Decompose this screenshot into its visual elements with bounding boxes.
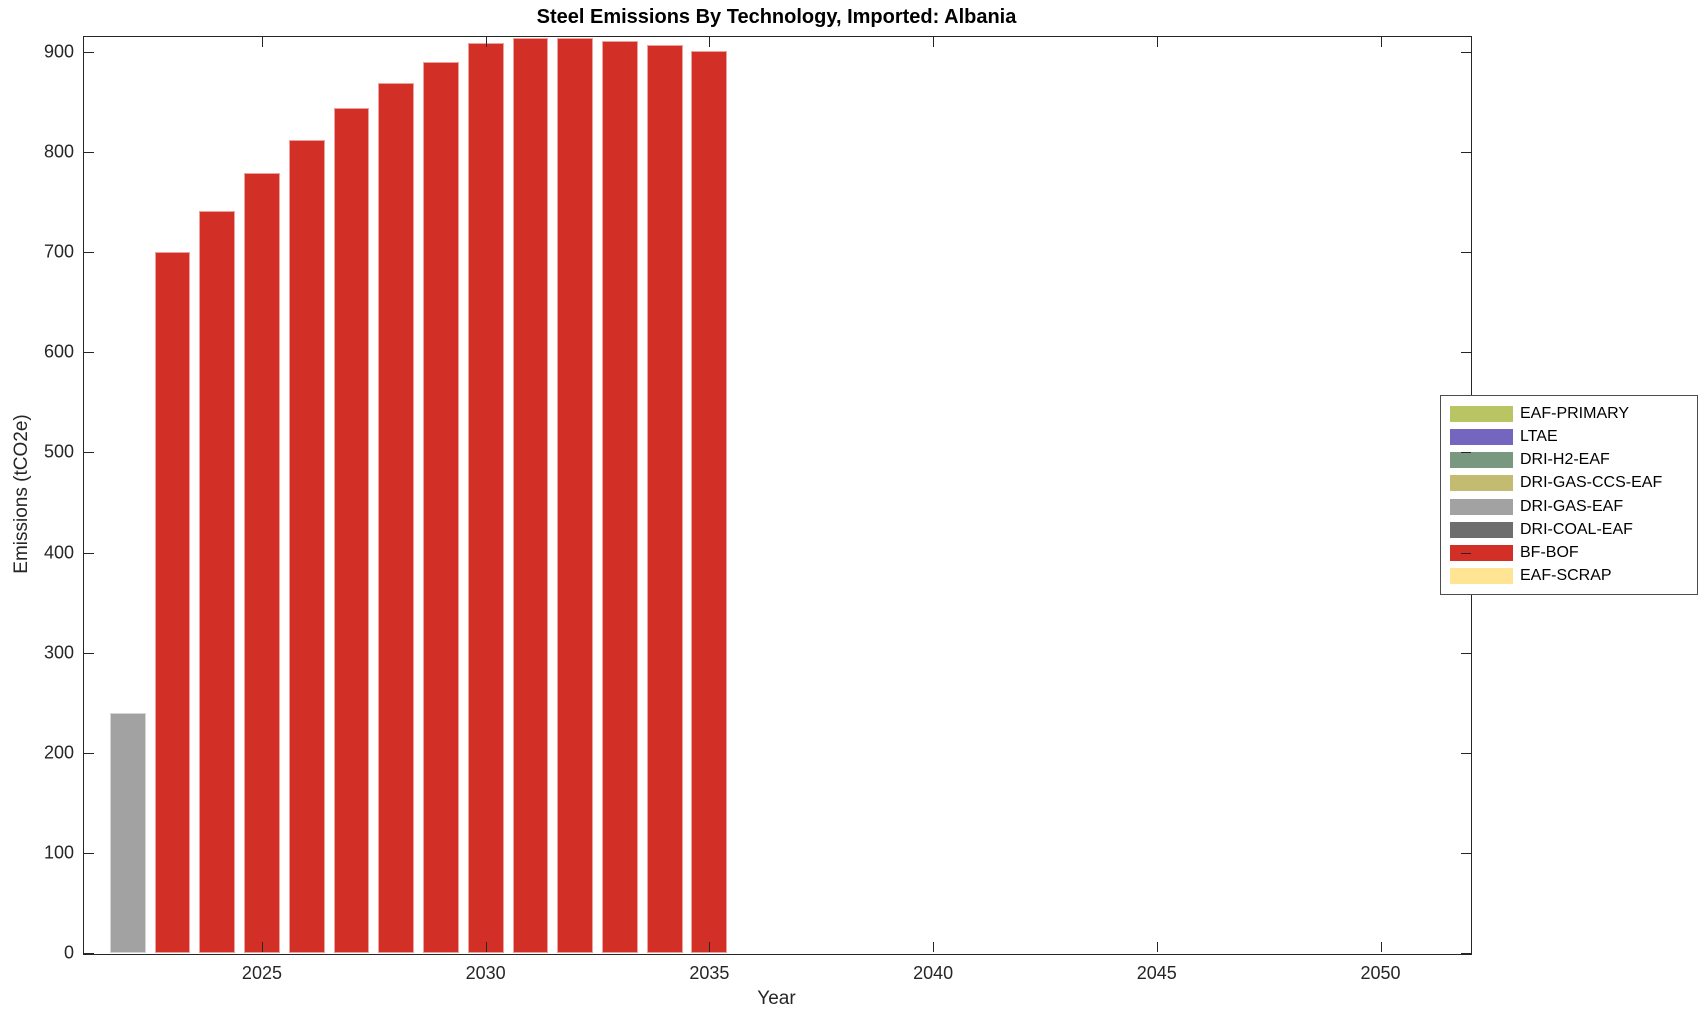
y-tick-left-700 (84, 252, 94, 254)
legend-item-eaf-scrap: EAF-SCRAP (1441, 567, 1697, 585)
x-tick-label-2045: 2045 (1136, 963, 1177, 983)
x-tick-bottom-2035 (709, 942, 711, 952)
x-tick-label-2025: 2025 (241, 963, 282, 983)
bar-2035 (691, 51, 728, 953)
y-tick-label-500: 500 (43, 441, 74, 462)
x-tick-top-2030 (485, 37, 487, 47)
y-tick-left-500 (84, 452, 94, 454)
y-tick-left-400 (84, 552, 94, 554)
x-tick-bottom-2045 (1156, 942, 1158, 952)
legend-item-dri-h2-eaf: DRI-H2-EAF (1441, 451, 1697, 469)
y-tick-right-800 (1461, 152, 1471, 154)
legend-item-label: DRI-COAL-EAF (1520, 520, 1633, 538)
y-tick-right-600 (1461, 352, 1471, 354)
y-tick-label-200: 200 (43, 742, 74, 763)
x-tick-label-2035: 2035 (689, 963, 730, 983)
bar-2022 (109, 712, 146, 953)
legend-item-label: DRI-GAS-EAF (1520, 497, 1624, 515)
y-tick-right-100 (1461, 852, 1471, 854)
bar-2028 (378, 83, 415, 953)
bar-2032 (557, 38, 594, 953)
legend-item-bf-bof: BF-BOF (1441, 544, 1697, 562)
y-tick-right-500 (1461, 452, 1471, 454)
y-tick-label-0: 0 (63, 942, 74, 963)
legend-item-label: EAF-PRIMARY (1520, 405, 1630, 423)
x-axis-label: Year (757, 988, 796, 1009)
y-tick-label-100: 100 (43, 842, 74, 863)
legend-color-swatch (1450, 452, 1513, 469)
y-tick-left-900 (84, 52, 94, 54)
y-tick-label-400: 400 (43, 542, 74, 563)
legend-color-swatch (1450, 429, 1513, 446)
y-tick-left-200 (84, 752, 94, 754)
x-tick-bottom-2040 (933, 942, 935, 952)
legend-color-swatch (1450, 498, 1513, 515)
y-tick-left-100 (84, 852, 94, 854)
x-tick-bottom-2050 (1380, 942, 1382, 952)
y-tick-label-600: 600 (43, 341, 74, 362)
y-tick-right-900 (1461, 52, 1471, 54)
y-tick-label-800: 800 (43, 141, 74, 162)
legend: EAF-PRIMARY LTAE DRI-H2-EAF DRI-GAS-CCS-EAF… (1440, 395, 1698, 595)
legend-color-swatch (1450, 521, 1513, 538)
legend-color-swatch (1450, 567, 1513, 584)
y-tick-right-0 (1461, 953, 1471, 954)
legend-item-dri-coal-eaf: DRI-COAL-EAF (1441, 521, 1697, 539)
x-tick-label-2040: 2040 (913, 963, 954, 983)
bar-2024 (199, 211, 236, 953)
x-tick-bottom-2030 (485, 942, 487, 952)
x-tick-top-2025 (261, 37, 263, 47)
legend-item-dri-gas-ccs-eaf: DRI-GAS-CCS-EAF (1441, 474, 1697, 492)
legend-item-label: LTAE (1520, 428, 1558, 446)
x-tick-bottom-2025 (261, 942, 263, 952)
legend-item-label: DRI-H2-EAF (1520, 451, 1610, 469)
legend-item-ltae: LTAE (1441, 428, 1697, 446)
y-tick-right-300 (1461, 652, 1471, 654)
legend-item-label: EAF-SCRAP (1520, 566, 1612, 584)
legend-item-label: BF-BOF (1520, 543, 1579, 561)
x-tick-top-2045 (1156, 37, 1158, 47)
y-tick-label-900: 900 (43, 41, 74, 62)
x-tick-label-2050: 2050 (1360, 963, 1401, 983)
legend-item-eaf-primary: EAF-PRIMARY (1441, 405, 1697, 423)
legend-color-swatch (1450, 406, 1513, 423)
chart-title: Steel Emissions By Technology, Imported:… (536, 6, 1017, 28)
y-tick-right-400 (1461, 552, 1471, 554)
bar-2025 (244, 173, 280, 953)
y-tick-left-600 (84, 352, 94, 354)
y-tick-label-300: 300 (43, 642, 74, 663)
bar-2031 (512, 38, 549, 953)
bar-2033 (602, 41, 638, 953)
legend-color-swatch (1450, 544, 1513, 561)
y-tick-left-0 (84, 953, 94, 954)
bar-2026 (288, 140, 325, 953)
legend-item-label: DRI-GAS-CCS-EAF (1520, 474, 1663, 492)
x-tick-top-2050 (1380, 37, 1382, 47)
x-tick-top-2040 (933, 37, 935, 47)
y-tick-right-700 (1461, 252, 1471, 254)
y-tick-label-700: 700 (43, 241, 74, 262)
legend-color-swatch (1450, 475, 1513, 492)
bar-2023 (154, 252, 191, 953)
x-tick-top-2035 (709, 37, 711, 47)
bar-2030 (467, 43, 504, 953)
y-tick-left-800 (84, 152, 94, 154)
bar-2027 (333, 108, 370, 953)
legend-item-dri-gas-eaf: DRI-GAS-EAF (1441, 498, 1697, 516)
x-tick-label-2030: 2030 (465, 963, 506, 983)
y-tick-right-200 (1461, 752, 1471, 754)
y-tick-left-300 (84, 652, 94, 654)
bar-2029 (423, 62, 459, 953)
bar-2034 (646, 45, 683, 953)
